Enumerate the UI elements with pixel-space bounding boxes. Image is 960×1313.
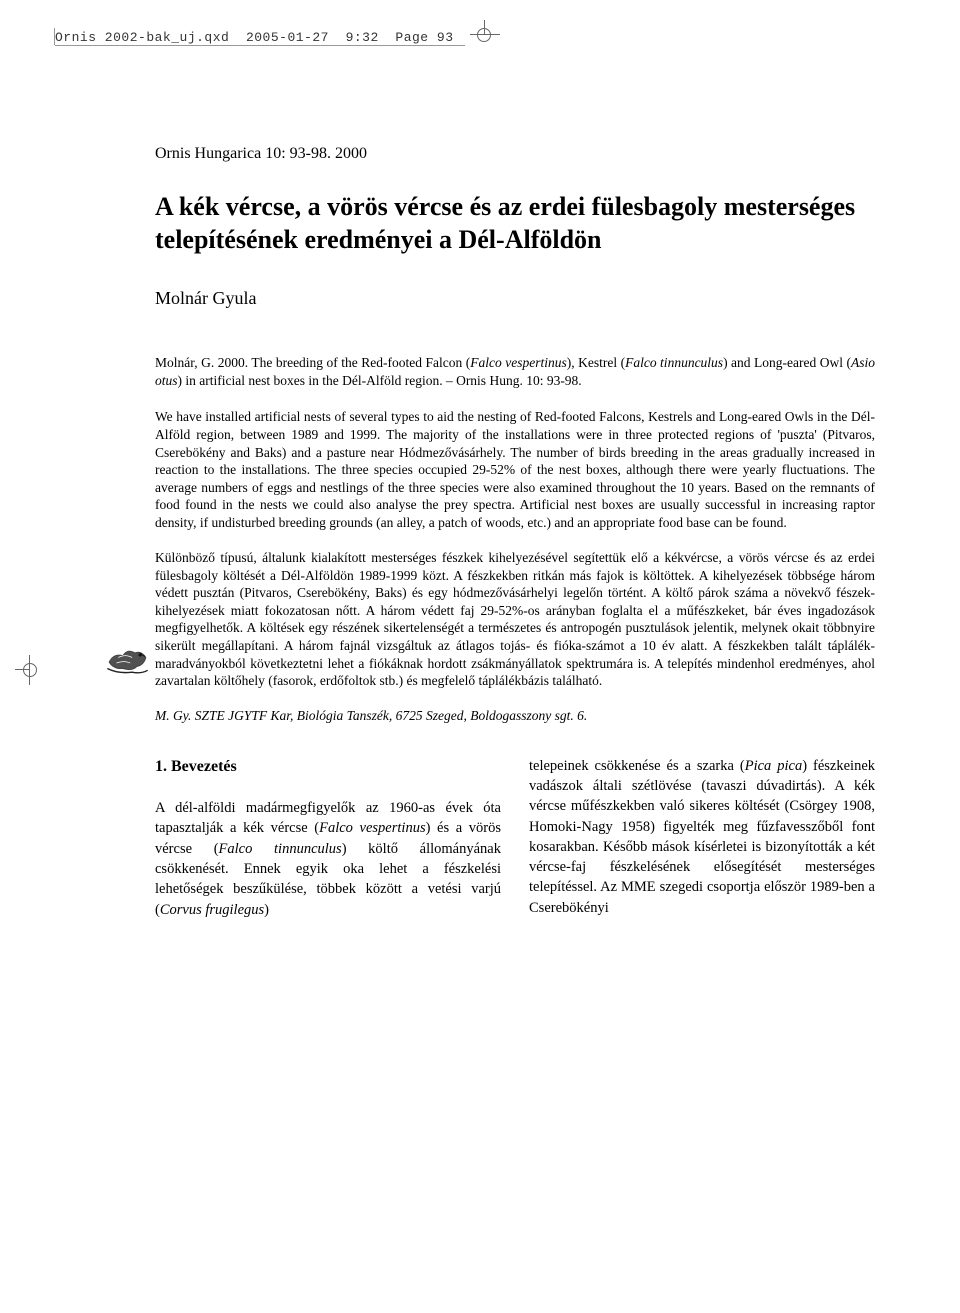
page-content: Ornis Hungarica 10: 93-98. 2000 A kék vé… bbox=[155, 145, 875, 920]
header-rule-vertical bbox=[54, 28, 55, 45]
species-latin: Pica pica bbox=[745, 758, 803, 774]
crop-register-left bbox=[23, 663, 37, 677]
crop-register-top bbox=[477, 28, 491, 42]
print-header: Ornis 2002-bak_uj.qxd 2005-01-27 9:32 Pa… bbox=[55, 30, 454, 45]
species-latin: Falco tinnunculus bbox=[219, 841, 342, 857]
citation-author: Molnár, G. 2000. bbox=[155, 355, 248, 370]
header-time: 9:32 bbox=[346, 30, 379, 45]
citation-text-4: ) in artificial nest boxes in the Dél-Al… bbox=[178, 373, 582, 388]
body-text: telepeinek csökkenése és a szarka ( bbox=[529, 758, 745, 774]
abstract-english: We have installed artificial nests of se… bbox=[155, 408, 875, 531]
author-name: Molnár Gyula bbox=[155, 288, 875, 309]
body-text: ) bbox=[264, 902, 269, 918]
citation-block: Molnár, G. 2000. The breeding of the Red… bbox=[155, 354, 875, 390]
author-affiliation: M. Gy. SZTE JGYTF Kar, Biológia Tanszék,… bbox=[155, 708, 875, 724]
species-1: Falco vespertinus bbox=[470, 355, 566, 370]
column-left: 1. Bevezetés A dél-alföldi madármegfigye… bbox=[155, 756, 501, 920]
species-latin: Corvus frugilegus bbox=[160, 902, 264, 918]
header-page: Page 93 bbox=[395, 30, 453, 45]
header-rule bbox=[55, 45, 465, 46]
column-right: telepeinek csökkenése és a szarka (Pica … bbox=[529, 756, 875, 920]
abstract-hungarian: Különböző típusú, általunk kialakított m… bbox=[155, 549, 875, 689]
bird-illustration-icon bbox=[100, 630, 155, 685]
body-text: ) fészkeinek vadászok általi szétlövése … bbox=[529, 758, 875, 916]
species-2: Falco tinnunculus bbox=[625, 355, 723, 370]
body-paragraph-left: A dél-alföldi madármegfigyelők az 1960-a… bbox=[155, 798, 501, 920]
journal-reference: Ornis Hungarica 10: 93-98. 2000 bbox=[155, 145, 875, 163]
article-title: A kék vércse, a vörös vércse és az erdei… bbox=[155, 191, 875, 256]
citation-text-2: ), Kestrel ( bbox=[567, 355, 625, 370]
header-filename: Ornis 2002-bak_uj.qxd bbox=[55, 30, 229, 45]
body-columns: 1. Bevezetés A dél-alföldi madármegfigye… bbox=[155, 756, 875, 920]
citation-text-3: ) and Long-eared Owl ( bbox=[723, 355, 851, 370]
header-date: 2005-01-27 bbox=[246, 30, 329, 45]
body-paragraph-right: telepeinek csökkenése és a szarka (Pica … bbox=[529, 756, 875, 918]
section-heading-1: 1. Bevezetés bbox=[155, 756, 501, 778]
species-latin: Falco vespertinus bbox=[319, 820, 425, 836]
citation-text: The breeding of the Red-footed Falcon ( bbox=[251, 355, 470, 370]
